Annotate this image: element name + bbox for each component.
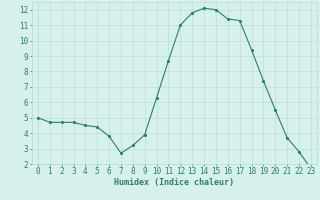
X-axis label: Humidex (Indice chaleur): Humidex (Indice chaleur): [115, 178, 234, 187]
